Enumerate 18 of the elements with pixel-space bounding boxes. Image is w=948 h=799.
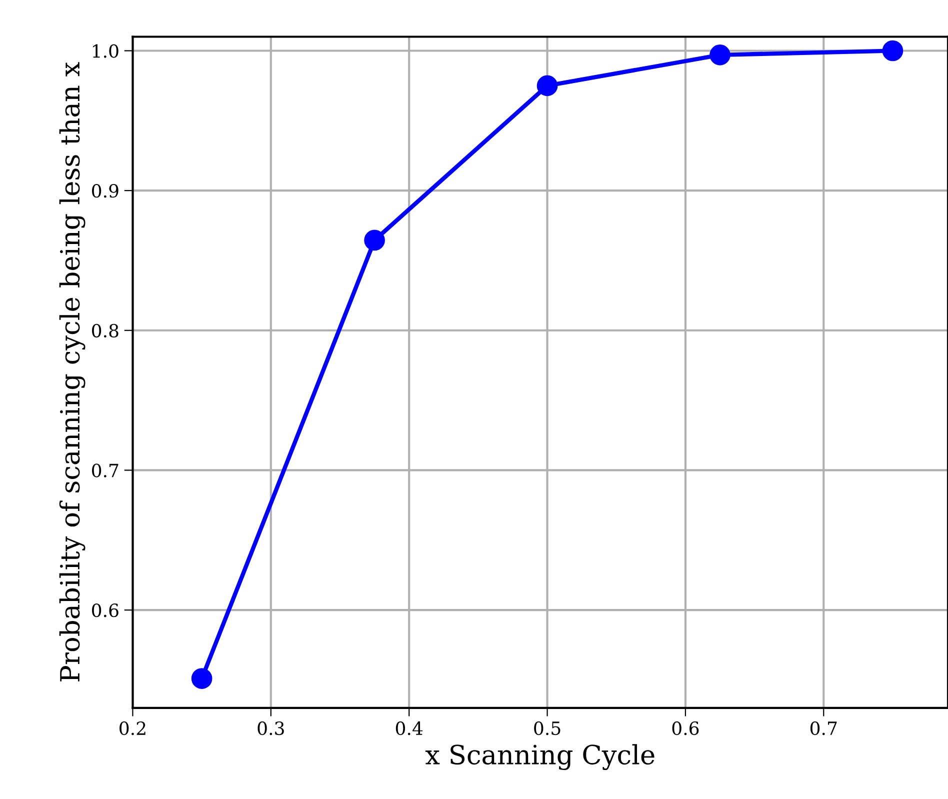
point	[191, 668, 212, 689]
x-tick-label: 0.6	[672, 721, 699, 736]
x-tick-label: 0.7	[810, 721, 837, 736]
y-tick-label: 0.9	[92, 184, 118, 198]
point	[536, 75, 558, 96]
y-tick-label: 1.0	[93, 44, 118, 58]
y-tick-label: 0.8	[92, 324, 118, 338]
y-axis-title: Probability of scanning cycle being less than x	[59, 62, 86, 682]
x-tick-label: 0.2	[120, 721, 146, 736]
x-tick-label: 0.4	[396, 721, 423, 736]
x-tick-label: 0.3	[258, 721, 284, 736]
point	[882, 40, 904, 62]
point	[364, 230, 385, 251]
y-tick-label: 0.6	[92, 603, 118, 618]
x-axis-title: x Scanning Cycle	[425, 744, 654, 770]
y-tick-label: 0.7	[92, 464, 118, 478]
x-tick-label: 0.5	[534, 721, 560, 736]
point	[710, 44, 730, 66]
